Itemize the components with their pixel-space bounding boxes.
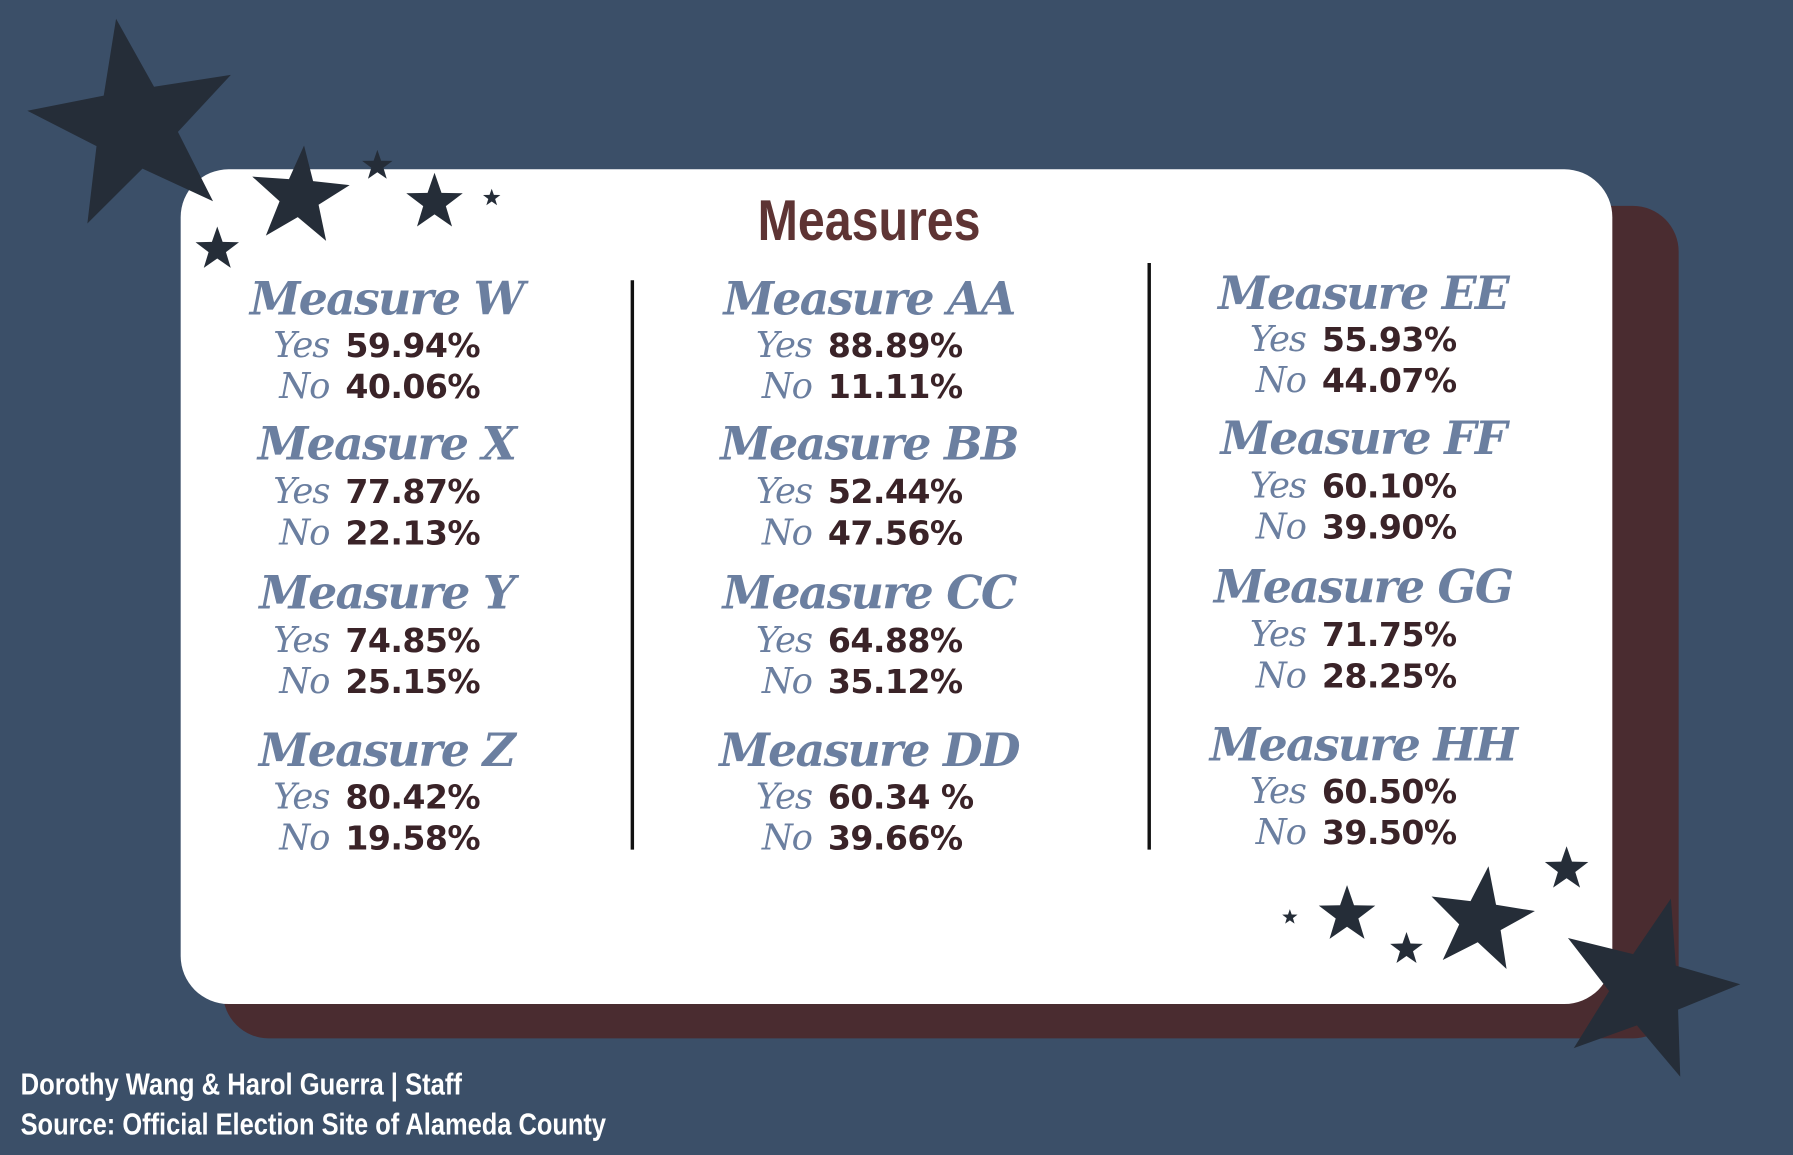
star: [483, 188, 501, 206]
yes-label: Yes: [1250, 771, 1306, 812]
no-value: 11.11%: [828, 367, 963, 406]
yes-value: 52.44%: [828, 472, 963, 511]
yes-label: Yes: [756, 620, 812, 661]
yes-value: 59.94%: [345, 326, 480, 365]
no-label: No: [1255, 360, 1306, 401]
yes-label: Yes: [756, 471, 812, 512]
yes-label: Yes: [1250, 614, 1306, 655]
star: [195, 226, 239, 268]
no-value: 25.15%: [345, 662, 480, 701]
measure-name: Measure Y: [257, 565, 520, 619]
no-label: No: [761, 661, 812, 702]
measure-name: Measure GG: [1212, 560, 1513, 614]
no-label: No: [1255, 655, 1306, 696]
yes-value: 60.34 %: [828, 777, 974, 816]
no-label: No: [278, 512, 329, 553]
no-label: No: [1255, 812, 1306, 853]
card: [180, 169, 1613, 1005]
measure-name: Measure AA: [721, 271, 1014, 325]
yes-value: 88.89%: [828, 326, 963, 365]
yes-value: 64.88%: [828, 621, 963, 660]
yes-label: Yes: [273, 776, 329, 817]
star: [1390, 931, 1423, 963]
yes-value: 55.93%: [1322, 320, 1457, 359]
no-value: 19.58%: [345, 819, 480, 858]
measure-name: Measure EE: [1216, 266, 1511, 320]
star: [1544, 846, 1589, 888]
star: [27, 18, 231, 224]
no-label: No: [761, 818, 812, 859]
no-value: 39.90%: [1322, 508, 1457, 547]
no-value: 22.13%: [345, 513, 480, 552]
no-label: No: [1255, 507, 1306, 548]
star: [1318, 885, 1376, 939]
credit: Dorothy Wang & Harol Guerra | Staff: [21, 1066, 463, 1101]
yes-label: Yes: [1250, 319, 1306, 360]
star: [252, 145, 350, 241]
measure-name: Measure CC: [721, 565, 1017, 619]
measure-name: Measure W: [248, 271, 530, 325]
yes-label: Yes: [273, 325, 329, 366]
measure-name: Measure DD: [717, 723, 1021, 777]
star: [406, 172, 463, 227]
no-value: 47.56%: [828, 513, 963, 552]
no-label: No: [278, 661, 329, 702]
no-label: No: [761, 366, 812, 407]
yes-label: Yes: [1250, 465, 1306, 506]
star: [1282, 909, 1298, 924]
no-value: 35.12%: [828, 662, 963, 701]
star: [1431, 866, 1535, 970]
no-label: No: [761, 512, 812, 553]
yes-label: Yes: [273, 620, 329, 661]
yes-value: 74.85%: [345, 621, 480, 660]
no-value: 39.50%: [1322, 813, 1457, 852]
measure-name: Measure BB: [718, 417, 1018, 471]
yes-value: 60.10%: [1322, 466, 1457, 505]
star: [1567, 898, 1741, 1077]
yes-label: Yes: [756, 776, 812, 817]
measure-name: Measure X: [256, 417, 519, 471]
title: Measures: [758, 189, 981, 253]
yes-value: 77.87%: [345, 472, 480, 511]
no-value: 39.66%: [828, 819, 963, 858]
measure-name: Measure Z: [257, 723, 518, 777]
no-label: No: [278, 366, 329, 407]
measure-name: Measure FF: [1218, 411, 1510, 465]
star: [362, 149, 393, 179]
no-value: 40.06%: [345, 367, 480, 406]
source: Source: Official Election Site of Alamed…: [21, 1106, 606, 1141]
yes-label: Yes: [756, 325, 812, 366]
no-value: 44.07%: [1322, 361, 1457, 400]
measure-name: Measure HH: [1208, 717, 1520, 771]
no-label: No: [278, 818, 329, 859]
yes-label: Yes: [273, 471, 329, 512]
yes-value: 80.42%: [345, 777, 480, 816]
yes-value: 71.75%: [1322, 615, 1457, 654]
yes-value: 60.50%: [1322, 772, 1457, 811]
no-value: 28.25%: [1322, 656, 1457, 695]
